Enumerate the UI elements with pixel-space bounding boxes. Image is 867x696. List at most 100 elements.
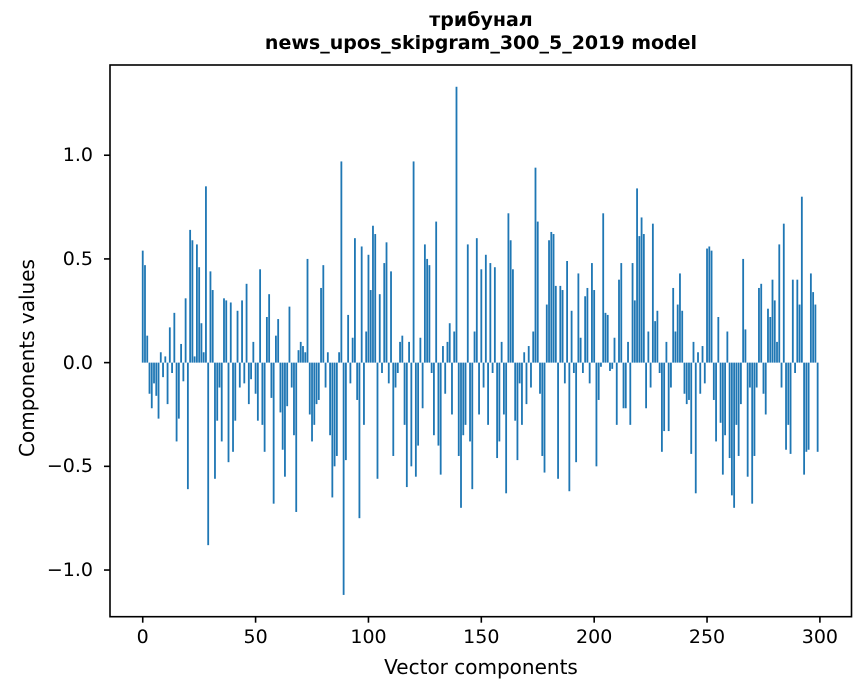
bar xyxy=(478,362,480,415)
bar xyxy=(387,362,390,384)
bar xyxy=(572,362,575,373)
bar xyxy=(369,290,372,363)
bar xyxy=(421,362,424,409)
bar xyxy=(444,362,447,394)
bar xyxy=(259,269,262,363)
bar xyxy=(414,362,417,477)
bar xyxy=(150,362,153,409)
bar xyxy=(360,246,363,363)
bar xyxy=(365,331,368,363)
bar xyxy=(744,329,747,363)
bar xyxy=(439,362,442,475)
bar xyxy=(530,362,532,388)
x-tick-label: 150 xyxy=(463,626,500,648)
bar xyxy=(566,261,568,363)
bar xyxy=(721,362,724,475)
bar xyxy=(315,362,318,405)
bar xyxy=(672,287,675,363)
bar xyxy=(561,290,564,363)
bar xyxy=(606,314,609,363)
bar xyxy=(699,362,702,394)
bar xyxy=(162,362,164,378)
bar xyxy=(168,327,171,363)
bar xyxy=(311,362,313,442)
bar xyxy=(306,258,309,363)
bar xyxy=(516,362,519,461)
bar xyxy=(791,279,794,363)
bar xyxy=(141,250,144,363)
x-tick-label: 200 xyxy=(576,626,613,648)
bar xyxy=(514,362,517,421)
bar xyxy=(342,362,345,595)
bar xyxy=(392,362,395,456)
bar xyxy=(595,362,598,467)
bar xyxy=(430,362,433,373)
bar xyxy=(399,341,401,363)
bar xyxy=(767,308,769,363)
bar xyxy=(293,362,295,436)
bar xyxy=(719,362,722,423)
bar xyxy=(584,296,587,363)
bar xyxy=(631,263,634,363)
bar xyxy=(471,362,474,490)
bar xyxy=(261,362,264,425)
bar xyxy=(602,213,605,363)
bar xyxy=(554,285,557,363)
bar xyxy=(322,265,325,363)
bar xyxy=(685,362,688,405)
bar xyxy=(462,362,465,436)
bar xyxy=(724,362,726,436)
bar xyxy=(455,86,458,363)
bar xyxy=(746,362,749,477)
bar xyxy=(433,362,435,436)
bar xyxy=(798,304,801,363)
bar xyxy=(500,341,503,363)
bar xyxy=(812,292,815,363)
bar xyxy=(762,362,765,394)
bar xyxy=(241,300,243,363)
bar xyxy=(153,362,155,384)
bar xyxy=(223,298,225,363)
bar xyxy=(313,362,316,425)
bar xyxy=(216,362,219,421)
bar xyxy=(338,352,341,363)
bar xyxy=(381,362,383,373)
bar xyxy=(703,362,706,384)
y-tick-label: −0.5 xyxy=(46,455,93,478)
bar xyxy=(509,240,512,363)
bar xyxy=(776,341,778,363)
bar xyxy=(742,258,745,363)
bar xyxy=(383,263,386,363)
x-axis-label: Vector components xyxy=(384,655,578,679)
bar xyxy=(780,362,783,388)
bar xyxy=(541,362,544,456)
bar xyxy=(660,362,663,452)
bar xyxy=(575,362,578,463)
bar xyxy=(245,283,248,363)
bar xyxy=(184,298,187,363)
bar xyxy=(523,352,526,363)
bar xyxy=(694,362,697,494)
bar xyxy=(737,362,740,456)
bar xyxy=(423,244,426,363)
bar xyxy=(545,304,548,363)
bar xyxy=(688,362,690,400)
bar xyxy=(460,362,462,508)
bar xyxy=(656,310,659,363)
bar xyxy=(225,300,228,363)
bar xyxy=(480,269,483,363)
x-tick-label: 100 xyxy=(350,626,387,648)
bar xyxy=(288,306,291,363)
bar xyxy=(214,362,216,479)
bar xyxy=(475,238,478,363)
bar xyxy=(186,362,189,490)
bar xyxy=(254,362,257,394)
bar xyxy=(814,304,817,363)
bar xyxy=(284,362,286,477)
bar xyxy=(706,248,708,363)
bar xyxy=(272,362,275,504)
bar xyxy=(710,250,713,363)
bar xyxy=(769,317,772,363)
bar xyxy=(539,362,541,394)
bar xyxy=(730,362,733,496)
